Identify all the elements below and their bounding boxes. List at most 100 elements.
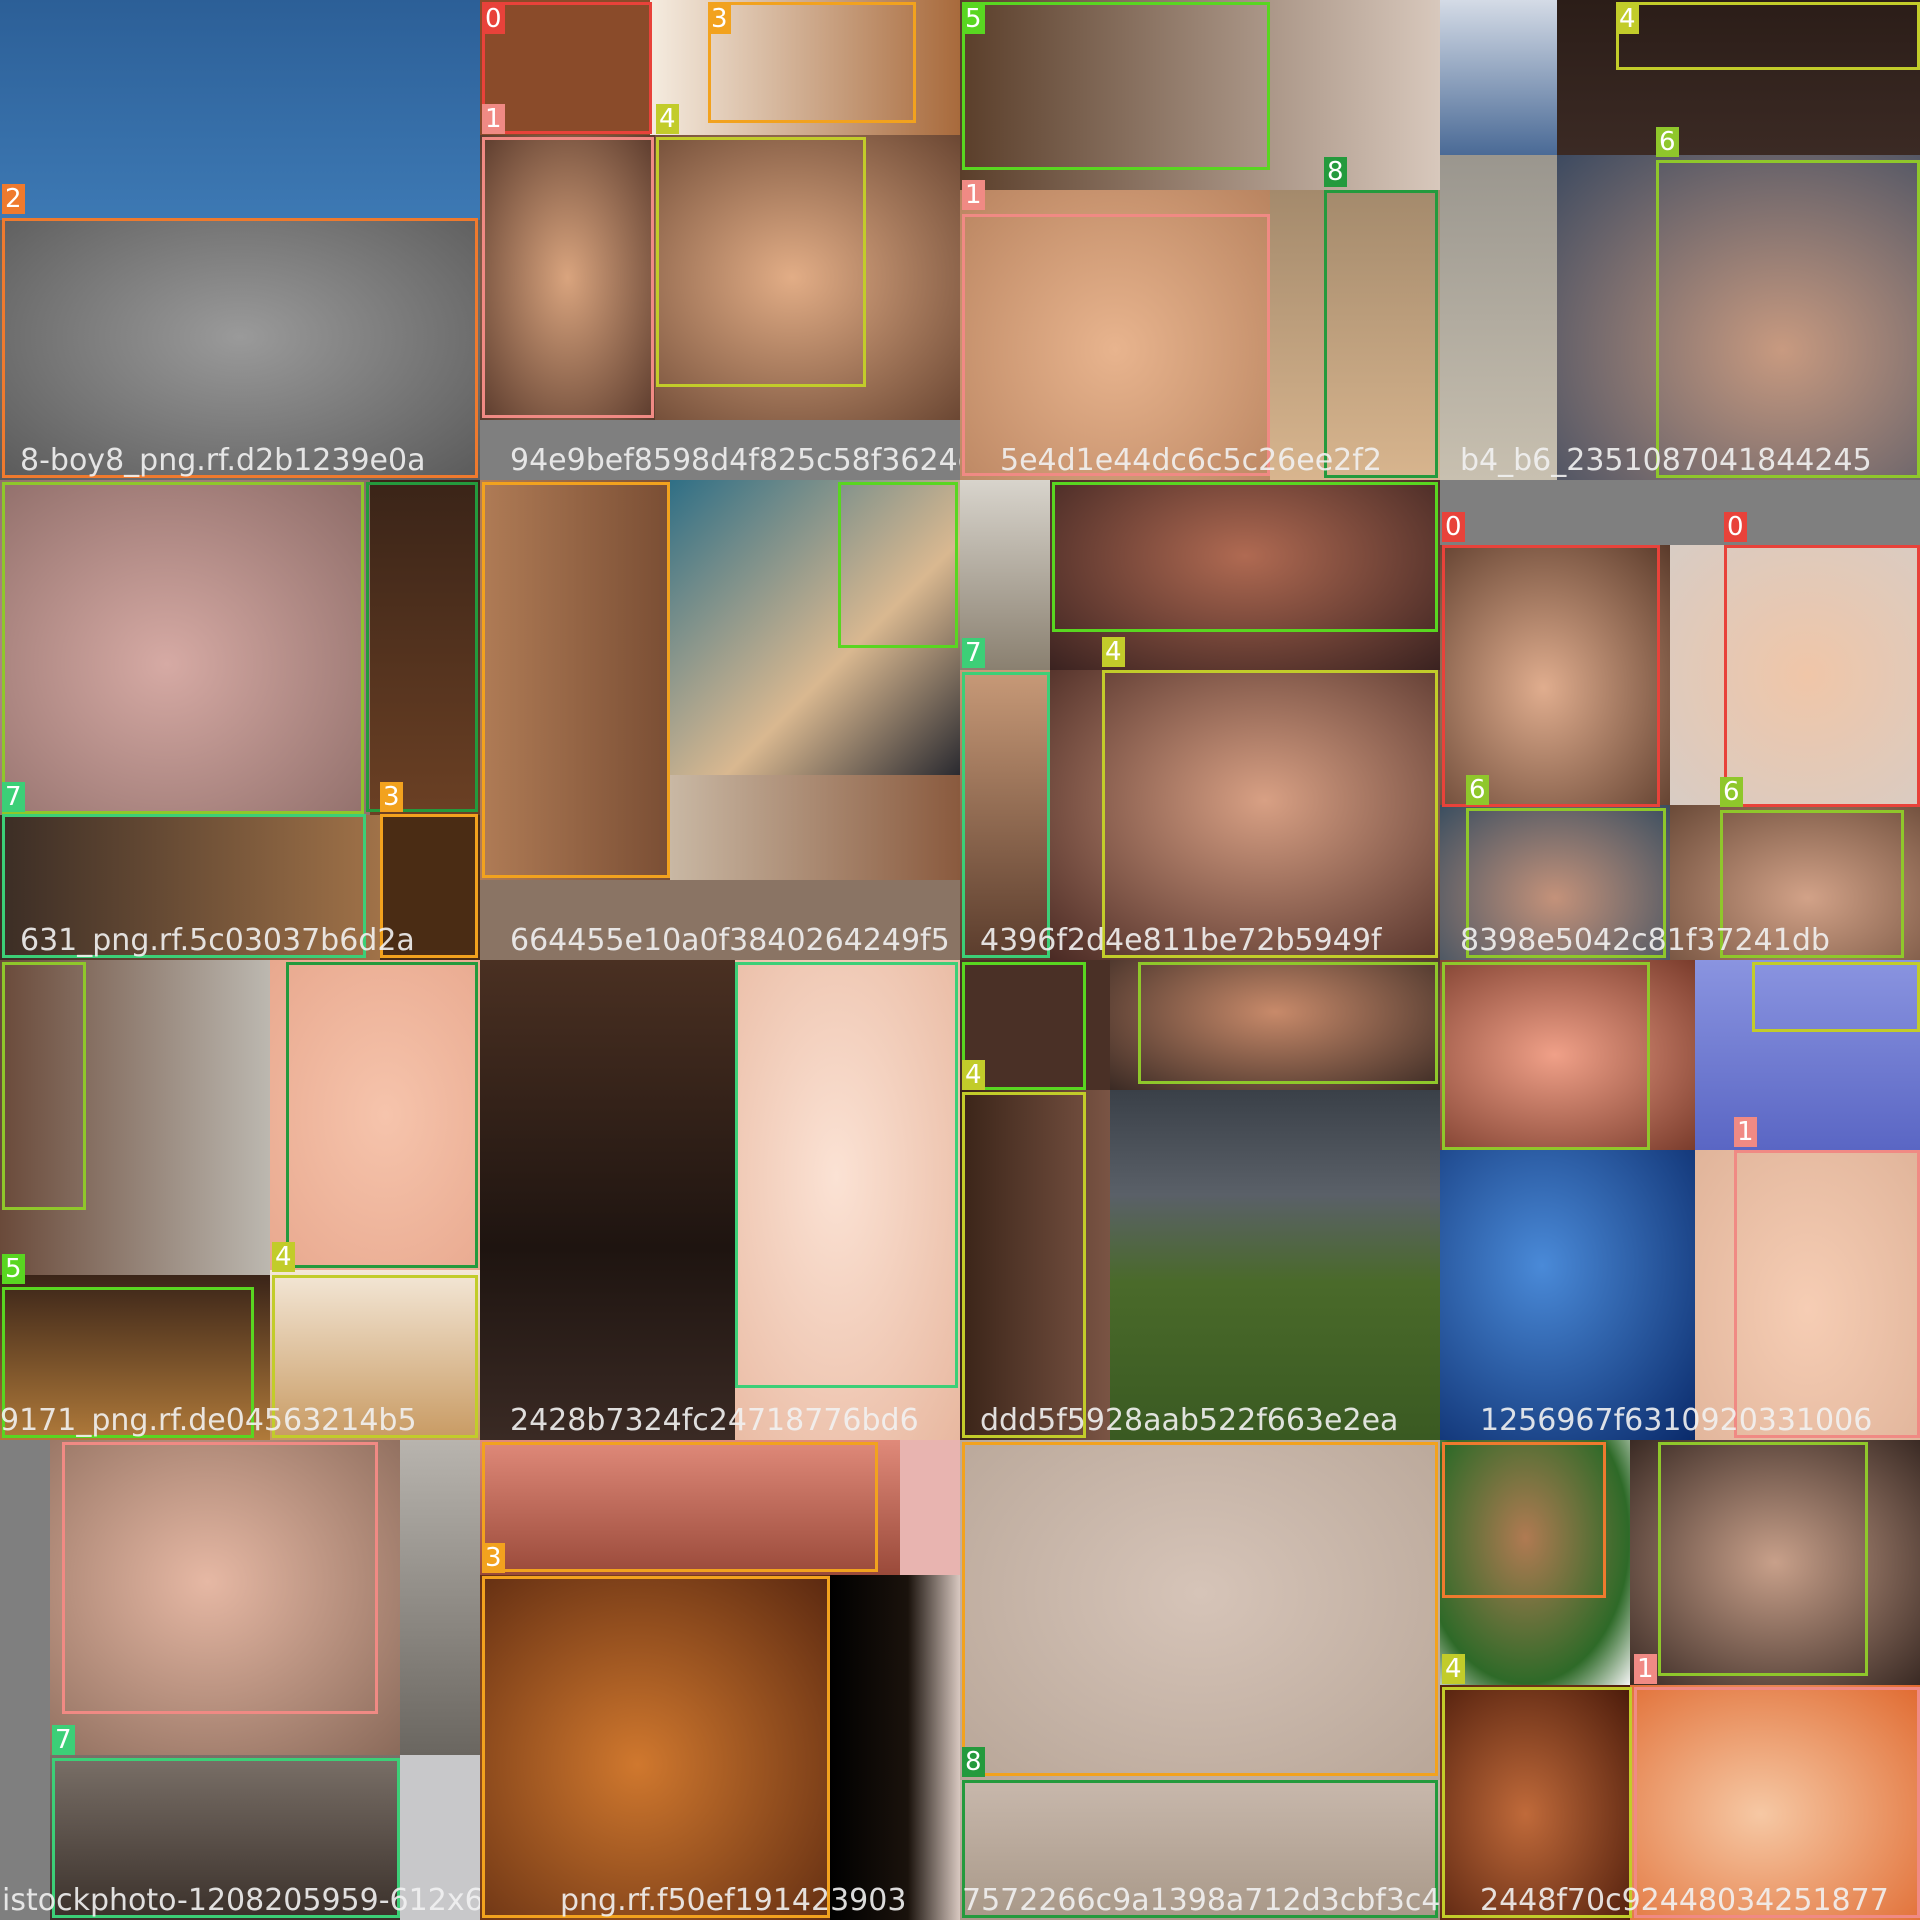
bbox	[962, 962, 1086, 1090]
bbox	[1324, 190, 1438, 478]
face-photo	[1630, 1685, 1920, 1920]
bbox	[656, 137, 866, 387]
face-photo	[1440, 960, 1695, 1150]
bbox	[1442, 1442, 1606, 1598]
tile-t12: 5 7 4 4396f2d4e811be72b5949f	[960, 480, 1440, 960]
face-photo	[830, 1575, 960, 1920]
bbox-label: 2	[2, 184, 25, 214]
bbox	[482, 137, 654, 418]
bbox	[52, 1758, 400, 1918]
face-photo	[0, 815, 380, 960]
filename-label: 631_png.rf.5c03037b6d2a	[20, 923, 415, 958]
bbox-label: 4	[1442, 1654, 1465, 1684]
face-photo	[1050, 670, 1440, 960]
bbox	[2, 814, 366, 958]
tile-t01: 0 3 1 4 94e9bef8598d4f825c58f3624e	[480, 0, 960, 480]
bbox-label: 4	[1102, 637, 1125, 667]
room-photo	[400, 1440, 480, 1755]
face-photo	[1670, 545, 1920, 805]
bbox-label: 8	[1324, 157, 1347, 187]
filename-label: png.rf.f50ef191423903	[560, 1883, 907, 1918]
face-photo	[270, 1270, 480, 1440]
bbox	[1442, 962, 1650, 1150]
bbox-label: 7	[2, 782, 25, 812]
bbox	[1138, 962, 1438, 1084]
face-photo	[270, 960, 480, 1270]
bbox	[1656, 160, 1920, 478]
filename-label: ddd5f5928aab522f663e2ea	[980, 1403, 1399, 1438]
bbox	[482, 482, 670, 878]
face-photo	[0, 960, 270, 1275]
bbox	[962, 1092, 1086, 1438]
face-photo	[655, 135, 960, 420]
face-photo	[480, 0, 650, 135]
bbox	[482, 1442, 878, 1572]
bbox-label: 1	[482, 104, 505, 134]
face-photo	[1440, 1685, 1630, 1920]
bbox-label: 3	[380, 782, 403, 812]
filename-label: 9171_png.rf.de04563214b5	[0, 1403, 417, 1438]
bbox	[1752, 962, 1920, 1032]
face-photo	[1440, 805, 1670, 960]
bbox	[838, 482, 958, 648]
face-photo	[960, 190, 1270, 480]
bbox	[1634, 1687, 1920, 1918]
tile-t20: 6 8 5 4 9171_png.rf.de04563214b5	[0, 960, 480, 1440]
bbox	[482, 2, 652, 134]
bbox	[1466, 808, 1666, 958]
face-photo	[960, 1440, 1440, 1780]
ocean-photo	[1440, 1150, 1695, 1440]
bbox-label: 5	[962, 4, 985, 34]
sky-photo	[0, 0, 480, 220]
tile-t03: 4 6 b4_b6_2351087041844245	[1440, 0, 1920, 480]
face-photo	[1110, 960, 1440, 1090]
face-photo	[1270, 190, 1440, 480]
bbox	[2, 218, 478, 478]
tile-t23: 0 4 1 1256967f6310920331006	[1440, 960, 1920, 1440]
filename-label: istockphoto-1208205959-612x612	[2, 1883, 480, 1918]
face-photo	[480, 480, 670, 880]
filename-label: 4396f2d4e811be72b5949f	[980, 923, 1382, 958]
filename-label: b4_b6_2351087041844245	[1460, 443, 1872, 478]
bbox	[2, 962, 86, 1210]
tile-t31: 3 3 png.rf.f50ef191423903	[480, 1440, 960, 1920]
bbox	[366, 482, 478, 812]
face-photo	[50, 1440, 400, 1755]
face-photo	[650, 0, 960, 135]
bbox	[1052, 482, 1438, 632]
room-photo	[480, 960, 735, 1440]
face-photo	[960, 670, 1050, 960]
face-photo	[480, 880, 960, 960]
gray-fill	[0, 1440, 50, 1920]
face-photo	[0, 1275, 270, 1440]
bbox	[1720, 810, 1904, 958]
bbox	[962, 1442, 1438, 1776]
bbox	[1724, 545, 1920, 807]
tile-t02: 5 1 8 5e4d1e44dc6c5c26ee2f2	[960, 0, 1440, 480]
bbox	[1442, 1687, 1632, 1918]
tile-t13: 0 0 6 6 8398e5042c81f37241db	[1440, 480, 1920, 960]
face-photo	[480, 135, 655, 420]
bbox-label: 7	[962, 638, 985, 668]
tile-t00: 2 8-boy8_png.rf.d2b1239e0a	[0, 0, 480, 480]
bbox	[1442, 545, 1660, 807]
face-photo	[1440, 545, 1670, 805]
bbox	[962, 214, 1270, 476]
bbox	[2, 1287, 254, 1438]
face-photo	[1440, 155, 1557, 480]
face-photo	[370, 480, 480, 815]
face-photo	[900, 1440, 960, 1575]
bbox	[1658, 1442, 1868, 1676]
bbox-label: 0	[1724, 512, 1747, 542]
tile-t22: 5 6 4 ddd5f5928aab522f663e2ea	[960, 960, 1440, 1440]
bbox	[708, 2, 916, 123]
bbox	[2, 482, 364, 814]
bbox-label: 5	[2, 1254, 25, 1284]
tile-t11: 3 5 664455e10a0f3840264249f5	[480, 480, 960, 960]
filename-label: 5e4d1e44dc6c5c26ee2f2	[1000, 443, 1382, 478]
tile-t10: 6 8 7 3 631_png.rf.5c03037b6d2a	[0, 480, 480, 960]
face-photo	[480, 1575, 830, 1920]
bbox	[380, 814, 478, 958]
bbox-label: 0	[482, 4, 505, 34]
